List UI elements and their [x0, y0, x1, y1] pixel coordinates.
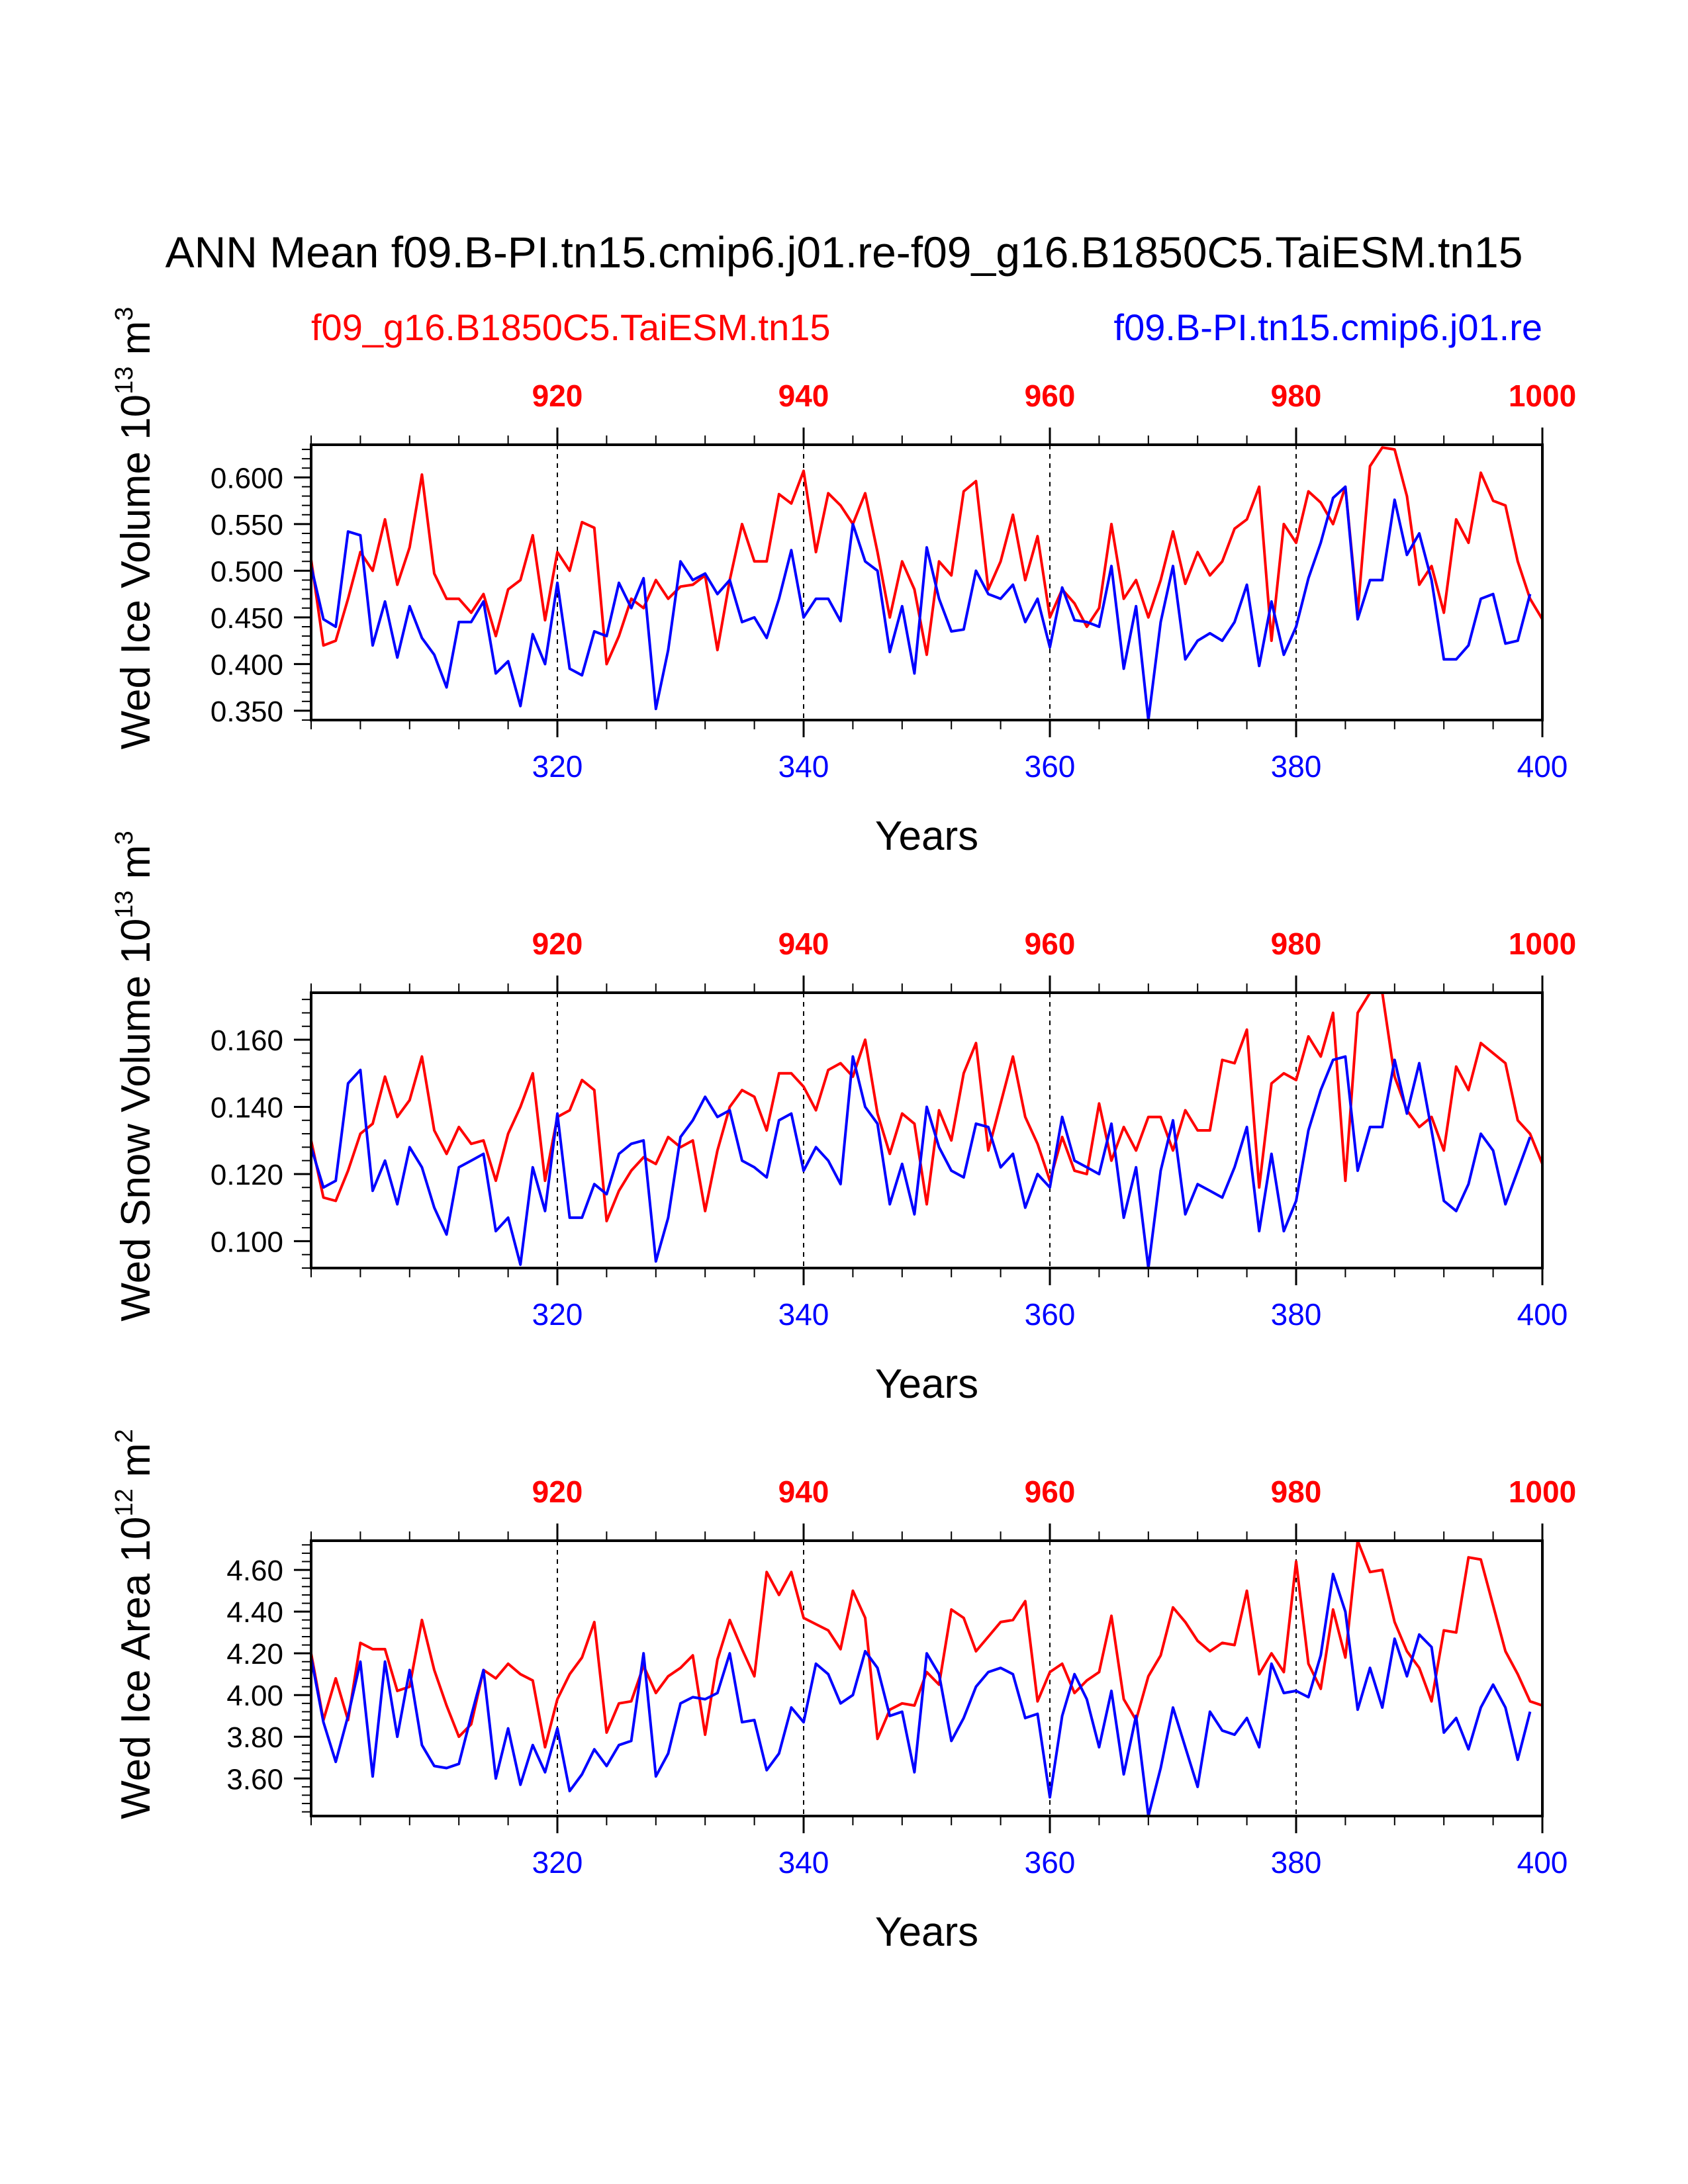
series-line-red: [311, 1541, 1542, 1749]
y-tick-label: 0.500: [211, 555, 283, 588]
y-tick-label: 4.00: [226, 1680, 283, 1712]
top-tick-label: 960: [1025, 1475, 1076, 1509]
y-tick-label: 0.120: [211, 1159, 283, 1191]
y-axis-label: Wed Ice Area 1012 m2: [111, 1429, 159, 1819]
panel-1: 320 340 360 380 400 920 940 960 980 1000 0.350 0.40…: [111, 307, 1576, 859]
plot-frame: [310, 443, 1544, 721]
y-tick-label: 0.550: [211, 509, 283, 541]
series-line-blue: [311, 485, 1532, 720]
top-tick-label: 1000: [1509, 1475, 1576, 1509]
y-tick-label: 0.400: [211, 649, 283, 681]
y-label-unit: m: [113, 321, 159, 367]
x-tick-label: 380: [1271, 1297, 1322, 1332]
y-tick-label: 3.80: [226, 1721, 283, 1754]
top-tick-label: 940: [778, 927, 829, 961]
chart-title: ANN Mean f09.B-PI.tn15.cmip6.j01.re-f09_…: [165, 228, 1523, 277]
x-tick-label: 320: [532, 1297, 583, 1332]
y-tick-label: 0.160: [211, 1024, 283, 1057]
x-tick-label: 400: [1517, 1297, 1568, 1332]
x-tick-label: 320: [532, 749, 583, 784]
x-tick-label: 340: [778, 749, 829, 784]
y-tick-label: 3.60: [226, 1763, 283, 1796]
x-tick-label: 400: [1517, 749, 1568, 784]
plot-frame: [310, 991, 1544, 1269]
y-axis-label: Wed Snow Volume 1013 m3: [111, 831, 159, 1321]
y-tick-label: 4.40: [226, 1596, 283, 1629]
x-tick-label: 340: [778, 1297, 829, 1332]
series-line-red: [311, 993, 1542, 1222]
x-tick-label: 360: [1025, 749, 1076, 784]
y-tick-label: 0.140: [211, 1091, 283, 1124]
y-label-unit-exponent: 3: [111, 307, 138, 321]
y-label-unit-exponent: 2: [111, 1429, 138, 1443]
x-tick-label: 320: [532, 1845, 583, 1880]
top-tick-label: 920: [532, 379, 583, 413]
y-label-exponent: 12: [111, 1488, 138, 1516]
top-tick-label: 980: [1271, 1475, 1322, 1509]
panel-2: 320 340 360 380 400 920 940 960 980 1000 0.100 0.12…: [111, 831, 1576, 1407]
top-tick-label: 940: [778, 379, 829, 413]
y-label-text: Wed Snow Volume 10: [113, 919, 159, 1322]
x-axis-label: Years: [875, 1361, 978, 1407]
x-tick-label: 360: [1025, 1845, 1076, 1880]
y-label-exponent: 13: [111, 367, 138, 394]
x-tick-label: 360: [1025, 1297, 1076, 1332]
x-axis-label: Years: [875, 1909, 978, 1955]
y-tick-label: 4.20: [226, 1638, 283, 1670]
panels: 320 340 360 380 400 920 940 960 980 1000 0.350 0.40…: [111, 307, 1576, 1955]
y-label-exponent: 13: [111, 890, 138, 918]
top-tick-label: 940: [778, 1475, 829, 1509]
top-tick-label: 1000: [1509, 927, 1576, 961]
y-label-unit: m: [113, 845, 159, 891]
top-tick-label: 1000: [1509, 379, 1576, 413]
top-tick-label: 920: [532, 1475, 583, 1509]
x-tick-label: 380: [1271, 749, 1322, 784]
y-label-text: Wed Ice Volume 10: [113, 394, 159, 750]
y-axis-label: Wed Ice Volume 1013 m3: [111, 307, 159, 750]
y-tick-label: 0.100: [211, 1226, 283, 1258]
legend-right-label: f09.B-PI.tn15.cmip6.j01.re: [1114, 306, 1542, 348]
x-tick-label: 400: [1517, 1845, 1568, 1880]
series-line-blue: [311, 1572, 1532, 1816]
legend-left-label: f09_g16.B1850C5.TaiESM.tn15: [311, 306, 831, 348]
y-label-unit-exponent: 3: [111, 831, 138, 844]
y-tick-label: 4.60: [226, 1555, 283, 1587]
top-tick-label: 960: [1025, 927, 1076, 961]
y-tick-label: 0.600: [211, 462, 283, 494]
top-tick-label: 980: [1271, 927, 1322, 961]
y-tick-label: 0.350: [211, 696, 283, 728]
top-tick-label: 920: [532, 927, 583, 961]
top-tick-label: 960: [1025, 379, 1076, 413]
series-line-blue: [311, 1055, 1532, 1268]
x-axis-label: Years: [875, 813, 978, 859]
y-label-text: Wed Ice Area 10: [113, 1517, 159, 1819]
x-tick-label: 380: [1271, 1845, 1322, 1880]
panel-3: 320 340 360 380 400 920 940 960 980 1000 3.60 3.80 4…: [111, 1429, 1576, 1955]
x-tick-label: 340: [778, 1845, 829, 1880]
y-tick-label: 0.450: [211, 602, 283, 635]
y-label-unit: m: [113, 1443, 159, 1488]
top-tick-label: 980: [1271, 379, 1322, 413]
